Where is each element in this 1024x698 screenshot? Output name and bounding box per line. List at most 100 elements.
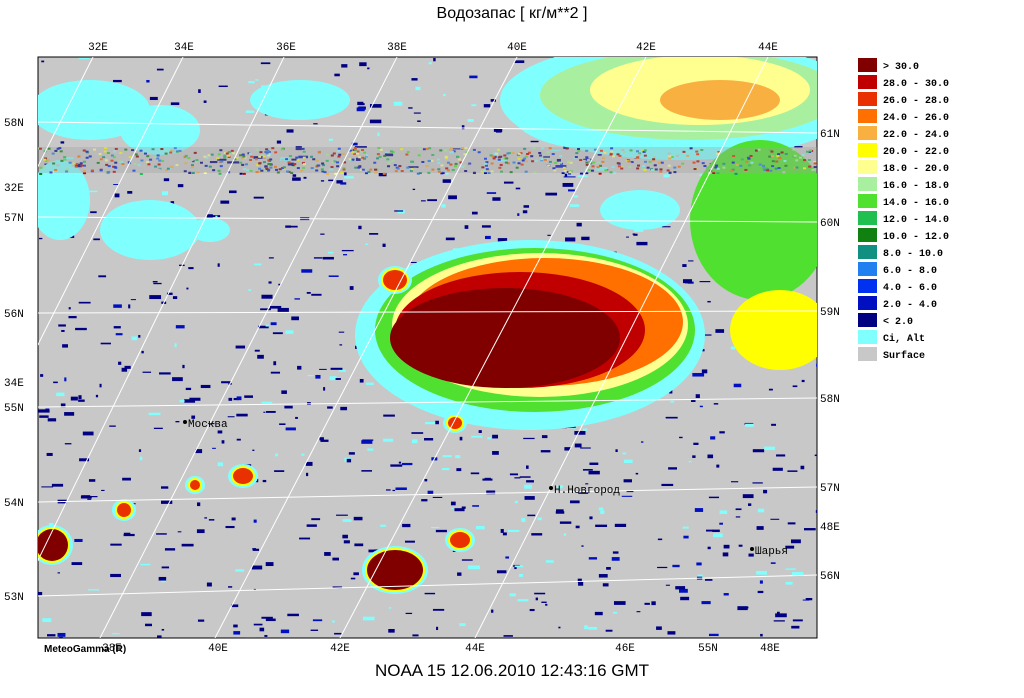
speckle [735, 516, 741, 518]
noise [545, 165, 549, 168]
speckle [264, 165, 268, 168]
speckle [255, 79, 259, 81]
noise [175, 150, 179, 153]
noise [559, 161, 563, 164]
speckle [469, 75, 478, 79]
noise [83, 172, 87, 175]
noise [807, 158, 811, 161]
speckle [368, 549, 380, 553]
speckle [442, 455, 452, 458]
noise [533, 171, 537, 174]
speckle [541, 435, 548, 439]
noise [409, 169, 413, 172]
speckle [505, 556, 510, 559]
noise [784, 152, 788, 155]
speckle [161, 486, 169, 489]
speckle [421, 499, 428, 502]
speckle [490, 99, 496, 102]
speckle [768, 388, 773, 391]
speckle [274, 470, 285, 472]
noise [287, 170, 291, 173]
speckle [411, 432, 424, 434]
speckle [383, 414, 395, 417]
legend-label: 16.0 - 18.0 [883, 181, 949, 192]
noise [461, 147, 465, 150]
noise [427, 160, 431, 163]
grid-label: 56N [820, 571, 840, 583]
speckle [745, 423, 754, 427]
speckle [78, 301, 91, 304]
noise [481, 166, 485, 169]
noise [104, 147, 108, 150]
noise [400, 170, 404, 173]
noise [158, 159, 162, 162]
speckle [491, 609, 494, 613]
noise [276, 171, 280, 174]
speckle [759, 580, 763, 584]
noise [131, 149, 135, 152]
noise [776, 155, 780, 158]
speckle [432, 496, 443, 498]
legend-swatch [858, 296, 877, 310]
speckle [764, 446, 776, 451]
noise [165, 169, 169, 172]
noise [740, 162, 744, 165]
grid-label: 57N [820, 483, 840, 495]
noise [255, 171, 259, 174]
noise [233, 158, 237, 161]
noise [613, 171, 617, 174]
speckle [445, 237, 455, 241]
speckle [540, 450, 551, 453]
noise [758, 163, 762, 166]
speckle [131, 336, 138, 341]
speckle [578, 581, 584, 586]
speckle [580, 447, 591, 449]
noise [139, 149, 143, 152]
speckle [362, 439, 374, 441]
speckle [456, 468, 462, 472]
noise [42, 166, 46, 169]
speckle [339, 344, 343, 346]
speckle [359, 378, 364, 383]
legend-swatch [858, 279, 877, 293]
noise [524, 160, 528, 163]
noise [315, 169, 319, 172]
speckle [694, 508, 704, 512]
noise [302, 150, 306, 153]
speckle [231, 517, 236, 521]
noise [740, 158, 744, 161]
noise [341, 152, 345, 155]
graticule [38, 57, 94, 168]
noise [104, 159, 108, 162]
noise [391, 159, 395, 162]
speckle [188, 267, 194, 270]
noise [666, 171, 670, 174]
city-dot [549, 486, 553, 490]
speckle [392, 489, 396, 492]
speckle [60, 403, 66, 408]
speckle [709, 633, 719, 637]
noise [592, 161, 596, 164]
noise [622, 150, 626, 153]
speckle [166, 292, 173, 295]
speckle [332, 586, 343, 589]
noise [65, 170, 69, 173]
speckle [407, 166, 419, 168]
noise [273, 165, 277, 168]
noise [696, 153, 700, 156]
noise [437, 168, 441, 171]
speckle [272, 332, 283, 335]
noise [543, 158, 547, 161]
speckle [280, 629, 290, 634]
speckle [263, 411, 266, 413]
noise [703, 165, 707, 168]
city-label: Москва [188, 419, 228, 431]
speckle [412, 634, 419, 637]
speckle [264, 634, 268, 637]
noise [491, 155, 495, 158]
speckle [380, 524, 387, 527]
noise [547, 164, 551, 167]
noise [353, 147, 357, 150]
noise [777, 167, 781, 170]
noise [621, 148, 625, 151]
